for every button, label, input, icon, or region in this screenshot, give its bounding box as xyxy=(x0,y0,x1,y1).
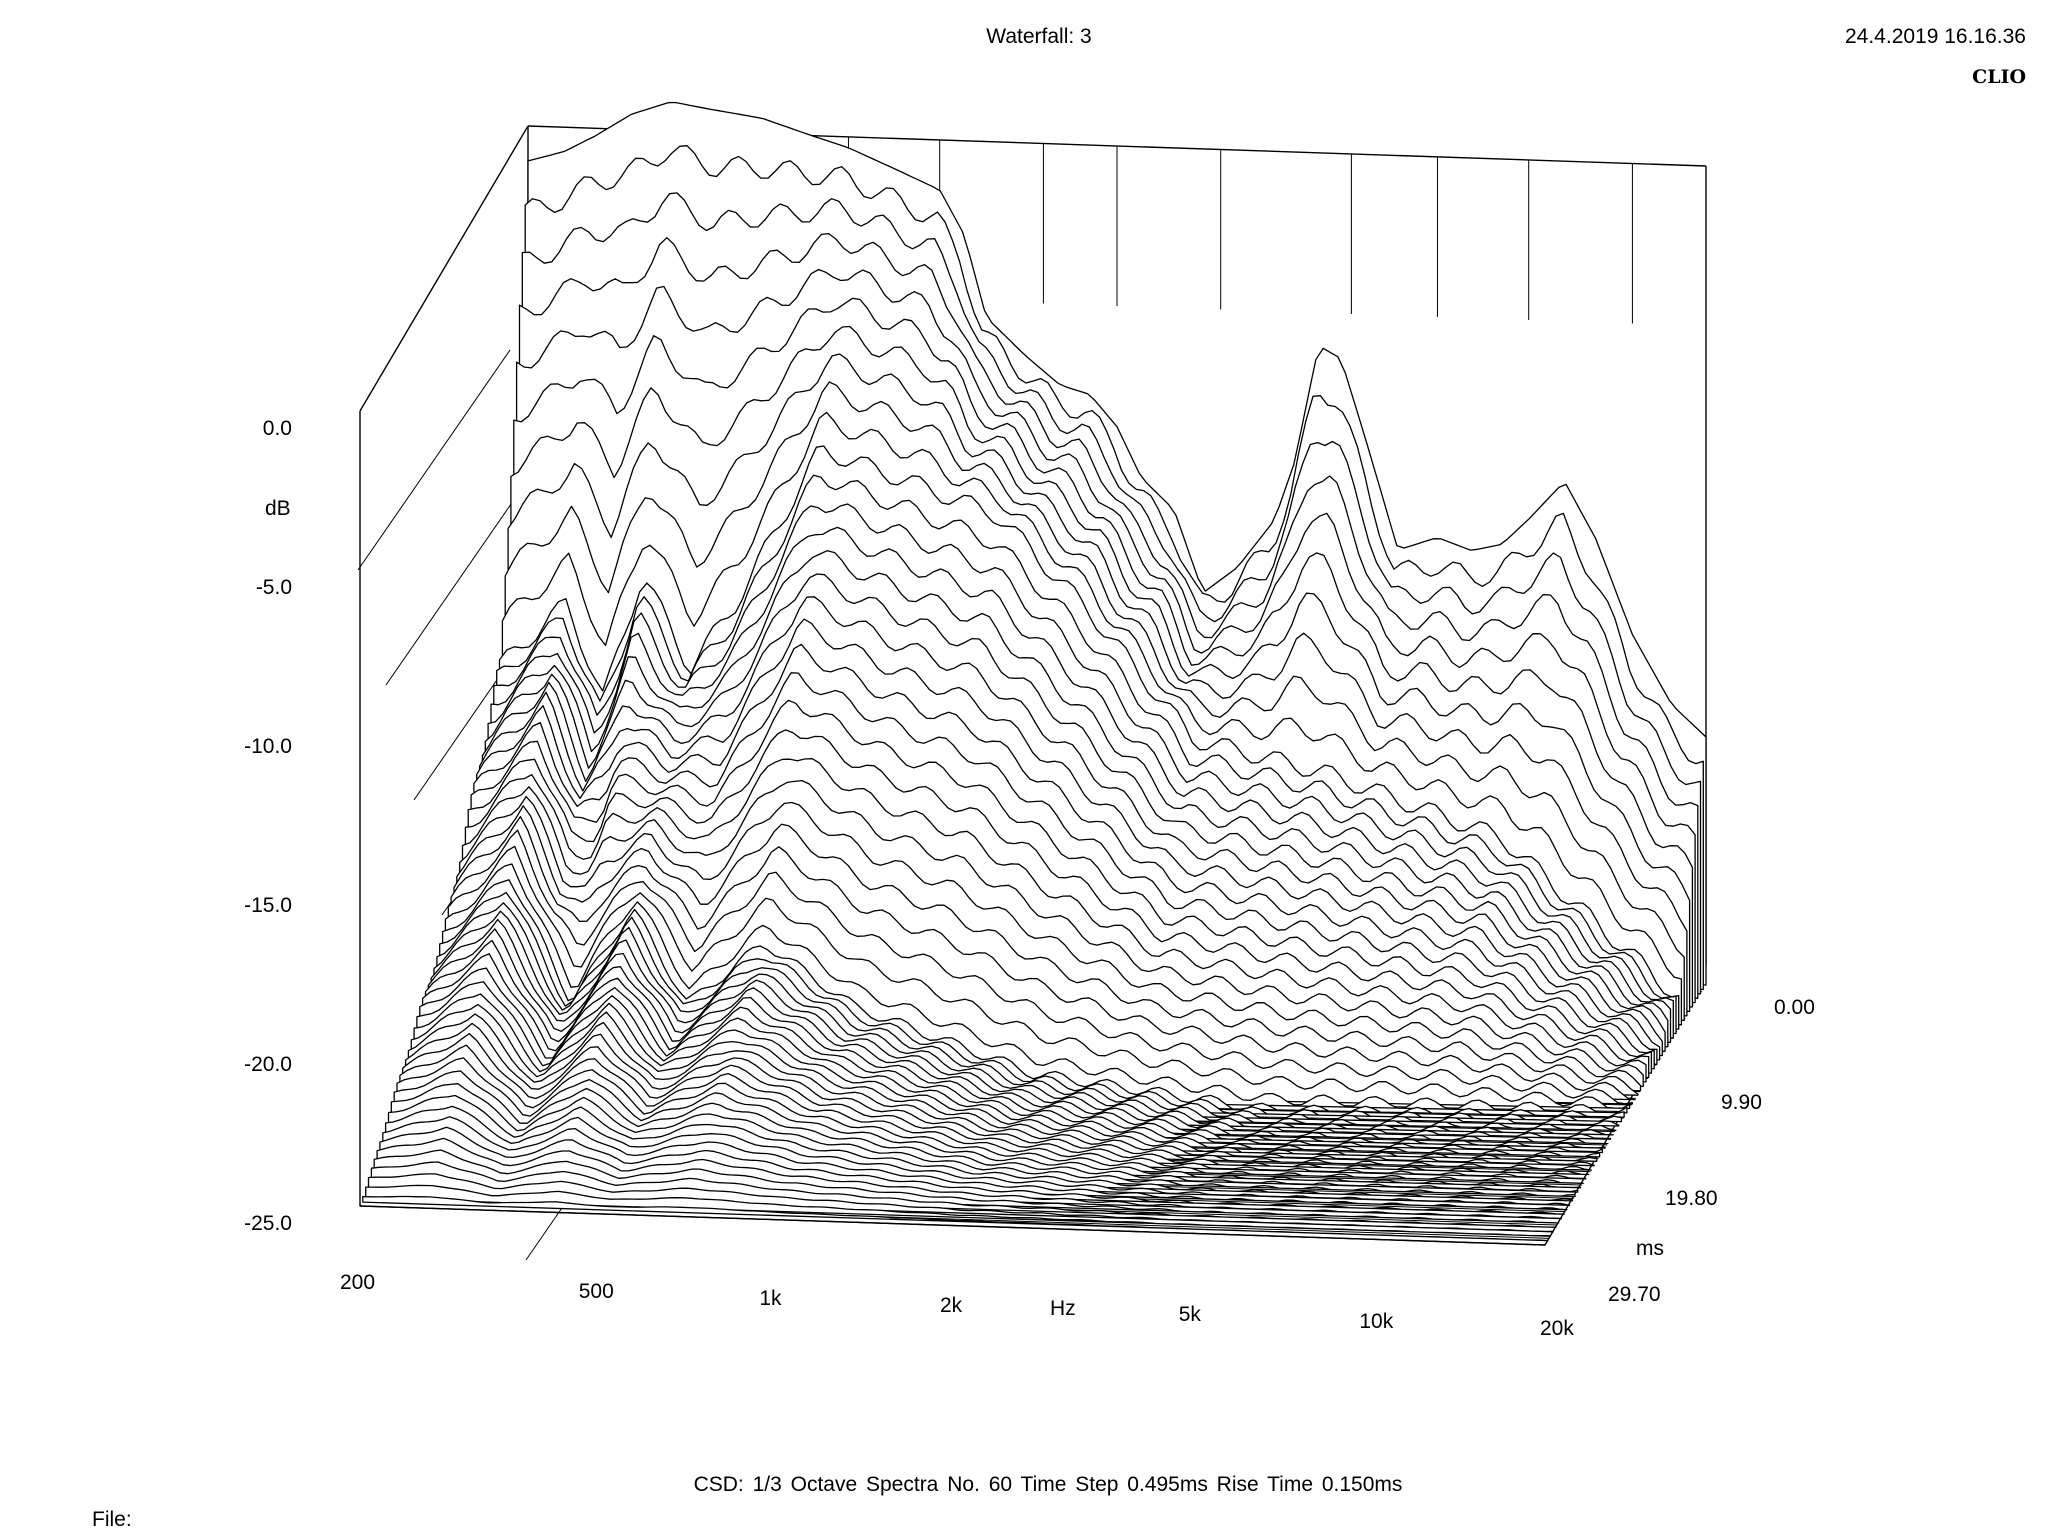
top-left-connector xyxy=(359,125,529,412)
y-tick-label-2: -10.0 xyxy=(244,735,292,758)
y-tick-label-4: -20.0 xyxy=(244,1053,292,1076)
spectrum-slice-56 xyxy=(367,1173,1554,1233)
spectrum-slice-58 xyxy=(362,1195,1549,1242)
x-tick-label-6: 20k xyxy=(1540,1317,1574,1340)
x-tick-label-1: 500 xyxy=(578,1280,614,1304)
z-tick-label-2: 19.80 xyxy=(1665,1187,1718,1210)
y-axis-unit-label: dB xyxy=(265,497,291,520)
spectra-curves xyxy=(359,101,1707,1246)
x-axis-unit-label: Hz xyxy=(1050,1297,1076,1320)
x-tick-label-0: 200 xyxy=(340,1271,376,1294)
z-axis-unit-label: ms xyxy=(1636,1237,1664,1260)
z-tick-label-3: 29.70 xyxy=(1608,1283,1661,1306)
left-wall-diag-0 xyxy=(357,349,511,571)
y-tick-label-5: -25.0 xyxy=(244,1212,292,1235)
brand-logo-text: CLIO xyxy=(1972,66,2026,88)
x-tick-label-4: 5k xyxy=(1178,1303,1201,1327)
x-tick-label-2: 1k xyxy=(759,1287,782,1311)
measurement-summary: CSD: 1/3 Octave Spectra No. 60 Time Step… xyxy=(693,1473,1403,1496)
x-tick-label-3: 2k xyxy=(940,1294,963,1317)
chart-title: Waterfall: 3 xyxy=(986,25,1092,48)
x-tick-label-5: 10k xyxy=(1359,1310,1394,1334)
y-tick-label-1: -5.0 xyxy=(255,576,292,599)
spectrum-slice-57 xyxy=(365,1184,1552,1237)
file-label: File: xyxy=(92,1508,132,1531)
y-tick-label-3: -15.0 xyxy=(244,894,292,917)
y-tick-label-0: 0.0 xyxy=(262,417,292,440)
spectrum-slice-59 xyxy=(359,1205,1546,1246)
z-tick-label-1: 9.90 xyxy=(1721,1091,1762,1114)
z-tick-label-0: 0.00 xyxy=(1774,996,1815,1019)
timestamp: 24.4.2019 16.16.36 xyxy=(1844,25,2026,48)
